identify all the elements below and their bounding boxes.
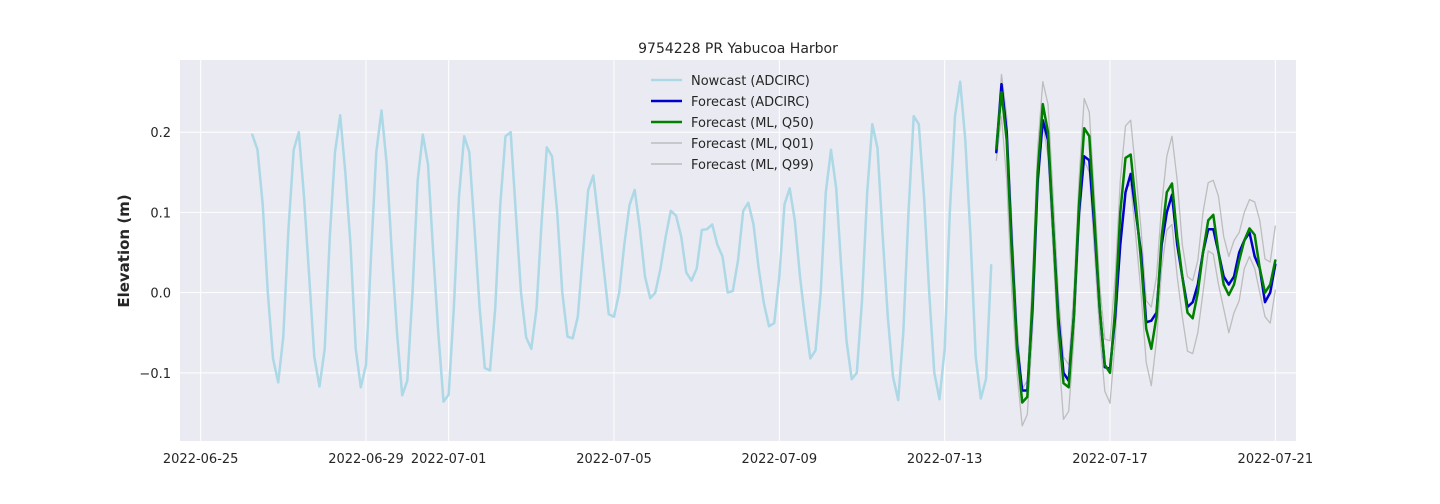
y-axis-ticks: −0.1 0.0 0.1 0.2: [139, 126, 171, 382]
y-tick-label: −0.1: [139, 367, 171, 382]
y-tick-label: 0.0: [150, 287, 171, 302]
series-line-forecast-ml-q50: [995, 90, 1277, 404]
legend-label-nowcast-adcirc: Nowcast (ADCIRC): [691, 74, 810, 89]
x-tick-label: 2022-07-05: [576, 452, 652, 467]
x-tick-label: 2022-07-01: [411, 452, 487, 467]
chart-title: 9754228 PR Yabucoa Harbor: [638, 41, 838, 57]
x-tick-label: 2022-06-25: [163, 452, 239, 467]
x-axis-ticks: 2022-06-25 2022-06-29 2022-07-01 2022-07-05…: [163, 452, 1313, 467]
series-layer: [251, 73, 1277, 427]
legend: Nowcast (ADCIRC) Forecast (ADCIRC) Forecas…: [651, 74, 814, 173]
series-line-nowcast-adcirc: [251, 80, 993, 403]
x-tick-label: 2022-06-29: [328, 452, 404, 467]
y-tick-label: 0.1: [150, 206, 171, 221]
legend-label-forecast-ml-q99: Forecast (ML, Q99): [691, 158, 814, 173]
x-tick-label: 2022-07-17: [1072, 452, 1148, 467]
x-tick-label: 2022-07-21: [1238, 452, 1314, 467]
x-tick-label: 2022-07-09: [742, 452, 818, 467]
legend-label-forecast-ml-q01: Forecast (ML, Q01): [691, 137, 814, 152]
x-tick-label: 2022-07-13: [907, 452, 983, 467]
legend-label-forecast-ml-q50: Forecast (ML, Q50): [691, 116, 814, 131]
legend-label-forecast-adcirc: Forecast (ADCIRC): [691, 95, 810, 110]
series-line-forecast-ml-q99: [995, 73, 1276, 390]
y-axis-title: Elevation (m): [115, 194, 133, 307]
y-tick-label: 0.2: [150, 126, 171, 141]
